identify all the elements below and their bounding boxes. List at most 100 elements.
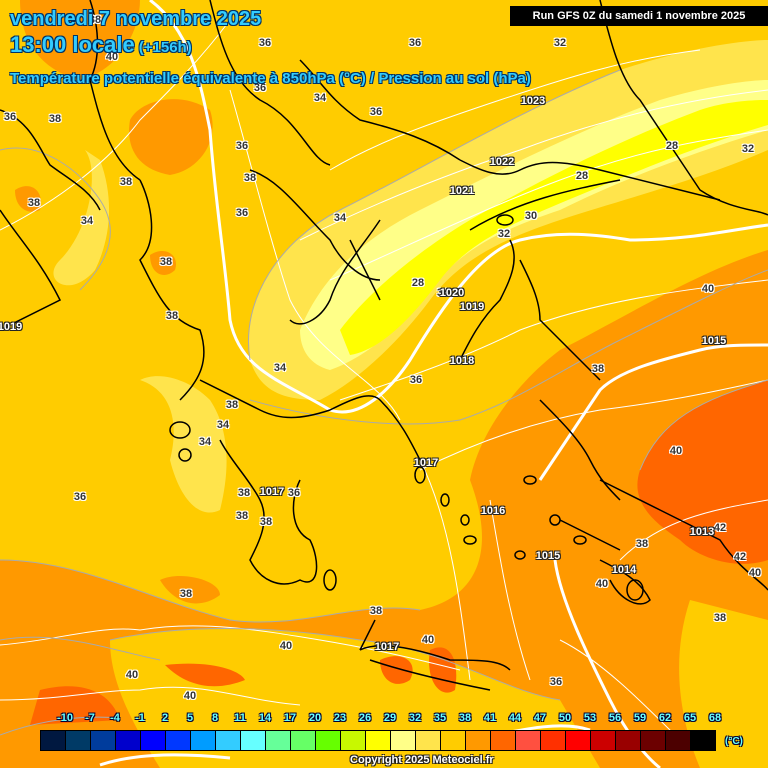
pressure-label: 1017 (413, 457, 439, 469)
warm-patch-small-1 (150, 250, 176, 275)
legend-swatch (541, 731, 566, 750)
theta-e-label: 36 (235, 207, 249, 219)
theta-e-label: 38 (635, 538, 649, 550)
run-info: Run GFS 0Z du samedi 1 novembre 2025 (510, 6, 768, 26)
theta-e-label: 36 (409, 374, 423, 386)
legend-swatch (491, 731, 516, 750)
theta-e-label: 38 (88, 14, 102, 26)
legend-swatch (616, 731, 641, 750)
theta-e-label: 36 (235, 140, 249, 152)
theta-e-label: 38 (179, 588, 193, 600)
legend-swatch (366, 731, 391, 750)
legend-tick-label: 47 (533, 712, 547, 724)
theta-e-label: 32 (553, 37, 567, 49)
theta-e-label: 32 (497, 228, 511, 240)
theta-e-label: 42 (733, 551, 747, 563)
legend-swatch (441, 731, 466, 750)
pressure-label: 1016 (480, 505, 506, 517)
theta-e-label: 40 (279, 640, 293, 652)
pressure-label: 1013 (689, 526, 715, 538)
legend-swatch (141, 731, 166, 750)
pressure-label: 1020 (439, 287, 465, 299)
theta-e-label: 38 (119, 176, 133, 188)
theta-e-label: 38 (225, 399, 239, 411)
theta-e-label: 40 (701, 283, 715, 295)
legend-tick-label: 59 (633, 712, 647, 724)
theta-e-label: 38 (591, 363, 605, 375)
legend-swatch (216, 731, 241, 750)
legend-tick-label: -4 (110, 712, 120, 724)
pressure-label: 1017 (259, 486, 285, 498)
legend-swatch (691, 731, 715, 750)
legend-swatch (166, 731, 191, 750)
theta-e-label: 36 (253, 82, 267, 94)
theta-e-label: 40 (595, 578, 609, 590)
legend-tick-label: 53 (583, 712, 597, 724)
theta-e-label: 40 (669, 445, 683, 457)
legend-swatch (41, 731, 66, 750)
theta-e-label: 40 (183, 690, 197, 702)
legend-tick-label: -10 (57, 712, 73, 724)
theta-e-label: 28 (665, 140, 679, 152)
legend-tick-label: -1 (135, 712, 145, 724)
legend-swatch (241, 731, 266, 750)
theta-e-label: 38 (159, 256, 173, 268)
theta-e-label: 36 (408, 37, 422, 49)
pressure-label: 1014 (611, 564, 637, 576)
pressure-label: 1019 (0, 321, 23, 333)
warm-patch-small-2 (15, 186, 41, 212)
pale-patch-ionian (140, 376, 227, 513)
legend-tick-label: 50 (558, 712, 572, 724)
theta-e-label: 34 (436, 287, 450, 299)
forecast-time: 13:00 locale (+156h) (10, 32, 192, 58)
legend-tick-label: 5 (186, 712, 194, 724)
yellow-wedge-southeast (679, 600, 768, 768)
theta-e-label: 30 (524, 210, 538, 222)
legend-swatch (516, 731, 541, 750)
theta-e-label: 38 (713, 612, 727, 624)
pressure-label: 1019 (459, 301, 485, 313)
theta-e-label: 34 (273, 362, 287, 374)
theta-e-label: 38 (259, 516, 273, 528)
hot-spot-southwest (30, 663, 245, 725)
legend-swatch (66, 731, 91, 750)
theta-e-label: 40 (105, 51, 119, 63)
legend-tick-label: 11 (234, 712, 246, 724)
theta-e-label: 38 (243, 172, 257, 184)
legend-tick-label: 23 (333, 712, 347, 724)
legend-tick-label: 14 (258, 712, 272, 724)
coolest-core (340, 100, 768, 355)
theta-e-label: 34 (80, 215, 94, 227)
legend-unit: (°C) (725, 736, 743, 747)
legend-tick-label: 17 (283, 712, 297, 724)
theta-e-label: 40 (125, 669, 139, 681)
theta-e-label: 40 (748, 567, 762, 579)
theta-e-label: 36 (3, 111, 17, 123)
legend-swatch (291, 731, 316, 750)
parameter-title: Température potentielle équivalente à 85… (10, 70, 531, 87)
theta-e-label: 38 (165, 310, 179, 322)
legend-swatch (116, 731, 141, 750)
pale-band-west (53, 150, 110, 286)
legend-tick-label: 62 (658, 712, 672, 724)
legend-tick-label: 29 (383, 712, 397, 724)
legend-tick-label: 2 (161, 712, 169, 724)
theta-e-label: 38 (237, 487, 251, 499)
islands (169, 214, 644, 601)
forecast-lead-time: (+156h) (138, 39, 192, 56)
legend-tick-label: 32 (408, 712, 422, 724)
theta-e-contours (0, 69, 768, 736)
pressure-label: 1023 (520, 95, 546, 107)
warm-patch-small-3 (160, 575, 220, 604)
forecast-date: vendredi 7 novembre 2025 (10, 8, 262, 30)
legend-swatch (666, 731, 691, 750)
legend-swatch (591, 731, 616, 750)
legend-swatch (191, 731, 216, 750)
legend-tick-label: 41 (483, 712, 497, 724)
theta-e-label: 34 (313, 92, 327, 104)
pressure-label: 1022 (489, 156, 515, 168)
legend-tick-label: 26 (358, 712, 372, 724)
legend-tick-label: 44 (508, 712, 522, 724)
warm-patch-northwest (129, 99, 213, 175)
theta-e-label: 28 (411, 277, 425, 289)
